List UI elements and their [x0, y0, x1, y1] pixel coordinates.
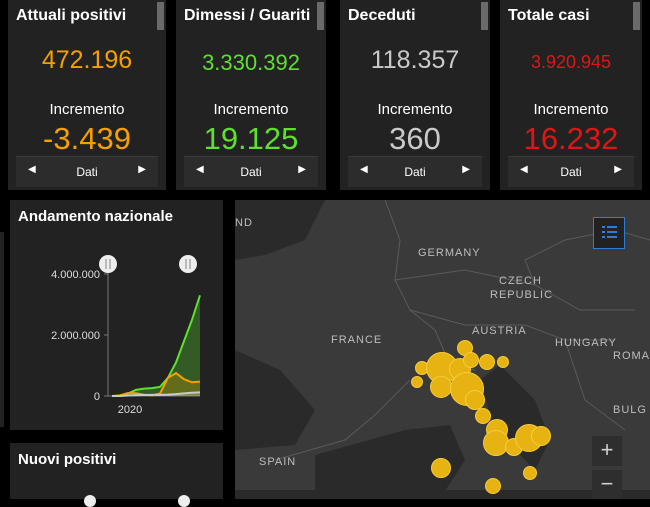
kpi-pager: ◀ Dati ▶: [508, 156, 634, 187]
card-scrollbar[interactable]: [317, 2, 324, 30]
kpi-title: Attuali positivi: [16, 7, 127, 24]
region-bubble[interactable]: [431, 458, 451, 478]
kpi-increment-value: 19.125: [203, 121, 299, 156]
trend-chart: 4.000.000 2.000.000 0 2020: [51, 255, 201, 416]
zoom-out-button[interactable]: −: [592, 470, 622, 499]
card-scrollbar[interactable]: [633, 2, 640, 30]
next-icon[interactable]: ▶: [298, 164, 306, 175]
map-label-nd: ND: [235, 217, 253, 229]
series-line: [111, 391, 201, 397]
kpi-value: 472.196: [41, 46, 133, 74]
region-bubble[interactable]: [463, 352, 479, 368]
kpi-increment-value: 360: [389, 121, 441, 156]
region-bubble[interactable]: [465, 390, 485, 410]
map-label-germany: GERMANY: [418, 247, 481, 259]
next-icon[interactable]: ▶: [462, 164, 470, 175]
y-tick-label: 0: [94, 391, 100, 403]
kpi-card-attuali-positivi: Attuali positivi 472.196 Incremento -3.4…: [8, 0, 166, 190]
kpi-increment-label: Incremento: [377, 101, 453, 118]
map-view[interactable]: ND GERMANY CZECH REPUBLIC AUSTRIA HUNGAR…: [235, 200, 650, 499]
kpi-pager: ◀ Dati ▶: [184, 156, 318, 187]
kpi-pager: ◀ Dati ▶: [16, 156, 158, 187]
kpi-increment-label: Incremento: [49, 101, 125, 118]
pager-label: Dati: [76, 165, 98, 179]
card-scrollbar[interactable]: [157, 2, 164, 30]
kpi-value: 118.357: [370, 46, 460, 74]
region-bubble[interactable]: [483, 430, 509, 456]
next-icon[interactable]: ▶: [614, 164, 622, 175]
map-label-hungary: HUNGARY: [555, 337, 617, 349]
series-area: [112, 295, 200, 396]
kpi-title: Deceduti: [348, 7, 416, 24]
kpi-title: Dimessi / Guariti: [184, 7, 311, 24]
map-label-republic: REPUBLIC: [490, 289, 554, 301]
trend-title: Andamento nazionale: [18, 208, 174, 225]
legend-button[interactable]: [593, 217, 625, 249]
list-icon: [602, 226, 617, 238]
kpi-value: 3.920.945: [530, 52, 612, 72]
card-scrollbar[interactable]: [481, 2, 488, 30]
pager-label: Dati: [560, 165, 582, 179]
region-bubble[interactable]: [485, 478, 501, 494]
map-label-france: FRANCE: [331, 334, 383, 346]
region-bubble[interactable]: [430, 376, 452, 398]
series-area: [112, 392, 200, 396]
kpi-card-totale-casi: Totale casi 3.920.945 Incremento 16.232 …: [500, 0, 642, 190]
kpi-title: Totale casi: [508, 7, 590, 24]
kpi-card-dimessi-guariti: Dimessi / Guariti 3.330.392 Incremento 1…: [176, 0, 326, 190]
map-label-bulg: BULG: [613, 404, 647, 416]
y-tick-label: 4.000.000: [51, 269, 100, 281]
kpi-increment-label: Incremento: [533, 101, 609, 118]
region-bubble[interactable]: [411, 376, 423, 388]
slider-handle-left[interactable]: [84, 495, 96, 507]
new-positive-title: Nuovi positivi: [18, 451, 117, 468]
kpi-increment-value: 16.232: [523, 121, 619, 156]
map-land: [235, 200, 650, 499]
region-bubble[interactable]: [479, 354, 495, 370]
map-label-roma: ROMA: [613, 350, 650, 362]
pager-label: Dati: [240, 165, 262, 179]
region-bubble[interactable]: [497, 356, 509, 368]
map-label-austria: AUSTRIA: [472, 325, 527, 337]
region-bubble[interactable]: [523, 466, 537, 480]
next-icon[interactable]: ▶: [138, 164, 146, 175]
kpi-pager: ◀ Dati ▶: [348, 156, 482, 187]
range-handle-right[interactable]: [179, 255, 197, 273]
kpi-card-deceduti: Deceduti 118.357 Incremento 360 ◀ Dati ▶: [340, 0, 490, 190]
zoom-in-button[interactable]: +: [592, 436, 622, 466]
left-edge-panel: [0, 232, 4, 427]
previous-icon[interactable]: ◀: [196, 164, 204, 175]
range-handle-left[interactable]: [99, 255, 117, 273]
y-tick-label: 2.000.000: [51, 330, 100, 342]
slider-handle-right[interactable]: [178, 495, 190, 507]
kpi-value: 3.330.392: [202, 50, 300, 75]
map-label-czech: CZECH: [499, 275, 542, 287]
series-area: [112, 373, 200, 396]
region-bubble[interactable]: [531, 426, 551, 446]
pager-label: Dati: [404, 165, 426, 179]
previous-icon[interactable]: ◀: [520, 164, 528, 175]
new-positive-panel: Nuovi positivi: [10, 443, 223, 507]
kpi-increment-label: Incremento: [213, 101, 289, 118]
map-label-spain: SPAIN: [259, 456, 297, 468]
x-tick-label: 2020: [118, 404, 142, 416]
region-bubble[interactable]: [475, 408, 491, 424]
kpi-increment-value: -3.439: [43, 121, 131, 156]
previous-icon[interactable]: ◀: [360, 164, 368, 175]
trend-panel: Andamento nazionale 4.000.000 2.000.000 0 2…: [10, 200, 223, 430]
previous-icon[interactable]: ◀: [28, 164, 36, 175]
